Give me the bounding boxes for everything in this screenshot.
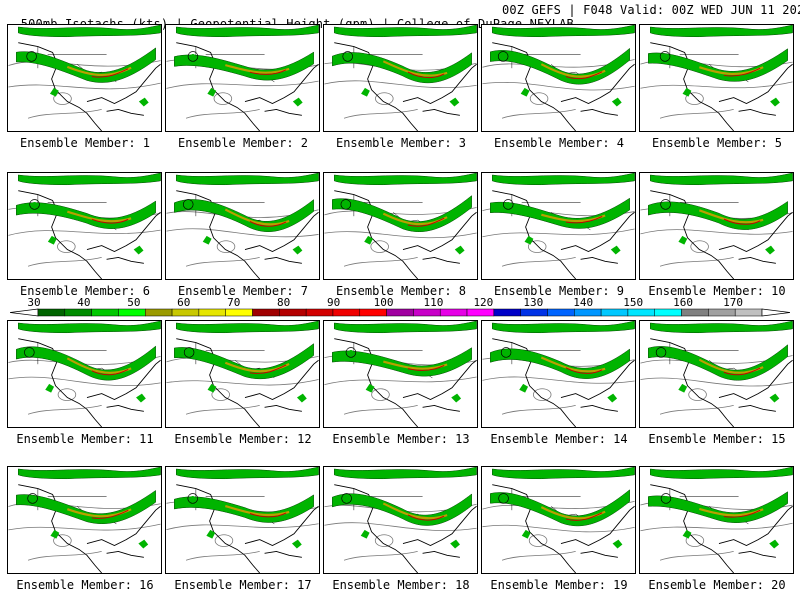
ensemble-map-panel bbox=[7, 24, 162, 132]
ensemble-map-panel bbox=[165, 172, 320, 280]
colorbar-segment bbox=[91, 308, 119, 317]
colorbar-segment bbox=[332, 308, 361, 317]
ensemble-map-panel bbox=[323, 466, 478, 574]
ensemble-map-panel bbox=[639, 320, 794, 428]
colorbar-tick-label: 90 bbox=[327, 297, 340, 309]
colorbar-tick-label: 60 bbox=[177, 297, 190, 309]
colorbar-tick-label: 140 bbox=[573, 297, 593, 309]
colorbar-segment bbox=[627, 308, 655, 317]
ensemble-member-label: Ensemble Member: 11 bbox=[16, 432, 154, 446]
colorbar-tick-label: 100 bbox=[374, 297, 394, 309]
ensemble-member-label: Ensemble Member: 12 bbox=[174, 432, 312, 446]
ensemble-map-panel bbox=[639, 24, 794, 132]
colorbar-segment bbox=[225, 308, 253, 317]
colorbar-segment bbox=[198, 308, 226, 317]
ensemble-map-panel bbox=[481, 24, 636, 132]
ensemble-map-panel bbox=[165, 466, 320, 574]
ensemble-member-label: Ensemble Member: 9 bbox=[493, 284, 625, 298]
ensemble-map-panel bbox=[481, 466, 636, 574]
colorbar-right-arrow bbox=[761, 308, 790, 317]
ensemble-member-label: Ensemble Member: 4 bbox=[493, 136, 625, 150]
ensemble-map-panel bbox=[165, 24, 320, 132]
ensemble-member-label: Ensemble Member: 13 bbox=[332, 432, 470, 446]
colorbar-segment bbox=[145, 308, 173, 317]
colorbar-segment bbox=[654, 308, 682, 317]
colorbar-segment bbox=[574, 308, 602, 317]
colorbar-segment bbox=[520, 308, 548, 317]
ensemble-member-label: Ensemble Member: 7 bbox=[177, 284, 309, 298]
ensemble-member-label: Ensemble Member: 18 bbox=[332, 578, 470, 592]
ensemble-member-label: Ensemble Member: 20 bbox=[648, 578, 786, 592]
ensemble-map-panel bbox=[481, 172, 636, 280]
ensemble-member-label: Ensemble Member: 2 bbox=[177, 136, 309, 150]
ensemble-member-label: Ensemble Member: 6 bbox=[19, 284, 151, 298]
header-run-info: 00Z GEFS | F048 Valid: 00Z WED JUN 11 20… bbox=[502, 3, 800, 17]
colorbar-tick-label: 120 bbox=[473, 297, 493, 309]
colorbar-tick-label: 170 bbox=[723, 297, 743, 309]
ensemble-map-panel bbox=[323, 24, 478, 132]
ensemble-map-panel bbox=[165, 320, 320, 428]
ensemble-map-panel bbox=[323, 320, 478, 428]
colorbar-segment bbox=[413, 308, 441, 317]
ensemble-map-panel bbox=[7, 172, 162, 280]
ensemble-map-panel bbox=[323, 172, 478, 280]
ensemble-member-label: Ensemble Member: 3 bbox=[335, 136, 467, 150]
ensemble-map-panel bbox=[7, 320, 162, 428]
ensemble-member-label: Ensemble Member: 15 bbox=[648, 432, 786, 446]
colorbar-tick-label: 160 bbox=[673, 297, 693, 309]
colorbar-tick-label: 70 bbox=[227, 297, 240, 309]
colorbar-segment bbox=[493, 308, 521, 317]
colorbar-tick-label: 110 bbox=[424, 297, 444, 309]
ensemble-member-label: Ensemble Member: 17 bbox=[174, 578, 312, 592]
ensemble-map-panel bbox=[7, 466, 162, 574]
colorbar-segment bbox=[64, 308, 92, 317]
colorbar-segment bbox=[305, 308, 334, 317]
ensemble-map-panel bbox=[639, 466, 794, 574]
ensemble-member-label: Ensemble Member: 19 bbox=[490, 578, 628, 592]
colorbar-tick-label: 40 bbox=[77, 297, 90, 309]
ensemble-member-label: Ensemble Member: 10 bbox=[648, 284, 786, 298]
ensemble-member-label: Ensemble Member: 16 bbox=[16, 578, 154, 592]
colorbar-segment bbox=[279, 308, 307, 317]
colorbar-left-arrow bbox=[10, 308, 39, 317]
colorbar-segment bbox=[708, 308, 736, 317]
colorbar-segment bbox=[734, 308, 763, 317]
ensemble-member-label: Ensemble Member: 1 bbox=[19, 136, 151, 150]
colorbar-segment bbox=[37, 308, 66, 317]
isotach-colorbar: 30 40 50 60 70 80 90 100 110 120 130 140 150 160 170 bbox=[10, 297, 790, 317]
colorbar-segment bbox=[359, 308, 387, 317]
ensemble-member-label: Ensemble Member: 14 bbox=[490, 432, 628, 446]
ensemble-member-label: Ensemble Member: 8 bbox=[335, 284, 467, 298]
colorbar-tick-label: 80 bbox=[277, 297, 290, 309]
colorbar-segment bbox=[681, 308, 709, 317]
colorbar-segment bbox=[118, 308, 146, 317]
ensemble-member-label: Ensemble Member: 5 bbox=[651, 136, 783, 150]
colorbar-tick-label: 130 bbox=[523, 297, 543, 309]
colorbar-segment bbox=[600, 308, 629, 317]
colorbar-tick-label: 50 bbox=[127, 297, 140, 309]
colorbar-segment bbox=[171, 308, 200, 317]
colorbar-segment bbox=[386, 308, 414, 317]
colorbar-segment bbox=[466, 308, 495, 317]
colorbar-segment bbox=[252, 308, 280, 317]
ensemble-map-panel bbox=[481, 320, 636, 428]
colorbar-tick-label: 150 bbox=[623, 297, 643, 309]
colorbar-segment bbox=[439, 308, 468, 317]
ensemble-map-panel bbox=[639, 172, 794, 280]
colorbar-segment bbox=[547, 308, 575, 317]
colorbar-tick-label: 30 bbox=[27, 297, 40, 309]
